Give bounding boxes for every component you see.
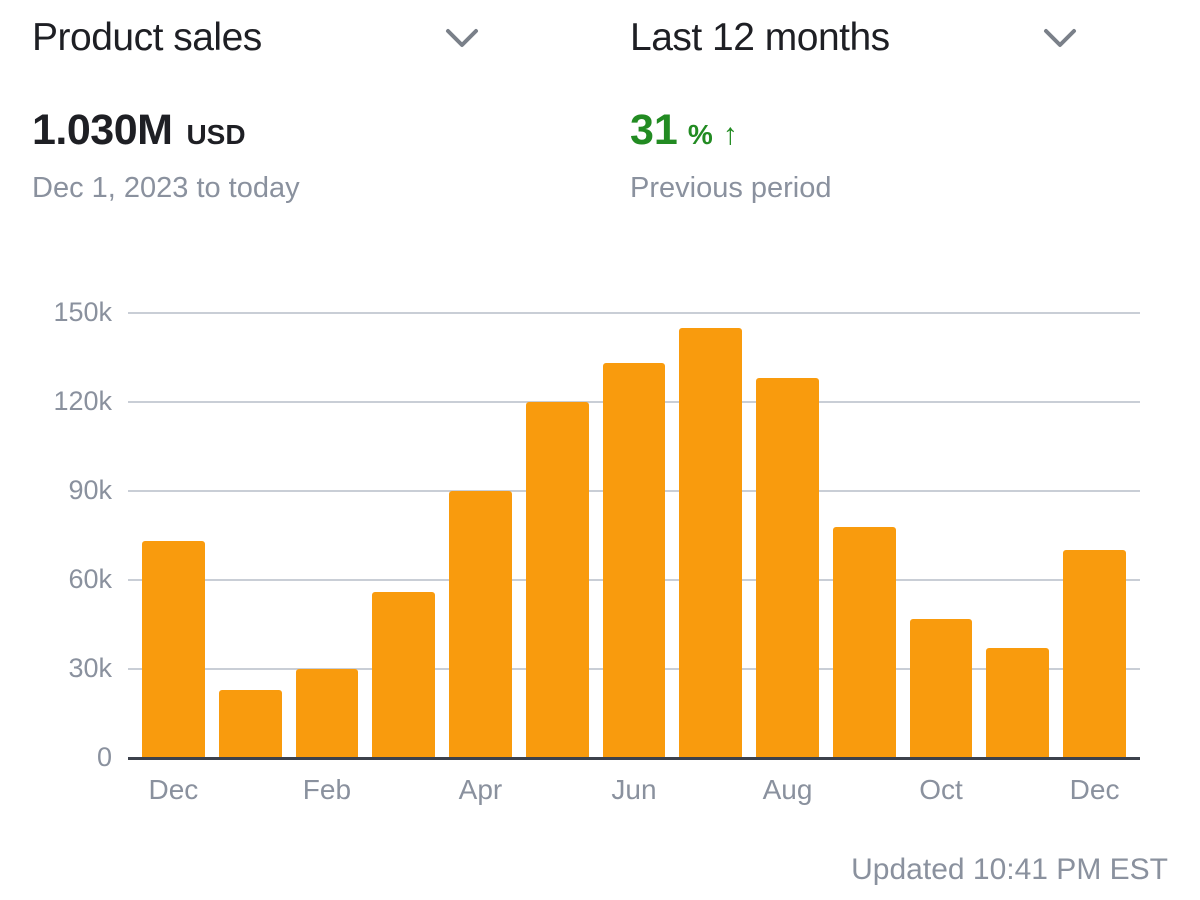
x-axis-labels: Dec Feb Apr Jun Aug Oct Dec [128,774,1140,806]
x-axis-tick-label [679,774,742,806]
x-axis-tick-label [833,774,896,806]
y-axis-tick-label: 90k [68,475,112,505]
bar-dec-12[interactable] [1063,550,1126,758]
plot-area [128,312,1140,760]
x-axis-tick-label: Oct [919,774,963,805]
y-axis: 0 30k 60k 90k 120k 150k [0,297,112,772]
bar-jul-7[interactable] [679,327,743,758]
bar-nov-11[interactable] [986,648,1050,758]
total-sales-value: 1.030M [32,106,173,154]
chevron-down-icon[interactable] [444,26,480,50]
up-arrow-icon: ↑ [722,118,738,151]
bar-feb-2[interactable] [295,669,359,758]
x-axis-tick-label: Aug [762,774,813,805]
x-axis-tick-label [372,774,435,806]
x-axis-tick-label: Dec [1069,774,1120,805]
total-sales-metric: 1.030M USD [32,106,246,155]
period-selector-dropdown[interactable]: Last 12 months [630,16,1078,60]
bar-jan-1[interactable] [218,689,282,758]
x-axis-tick-label: Jun [611,774,657,805]
percent-change-metric: 31 % ↑ [630,106,738,155]
x-axis-tick-label: Dec [148,774,199,805]
bars [128,313,1140,758]
last-updated-text: Updated 10:41 PM EST [851,853,1168,886]
percent-sign: % [687,119,713,150]
bar-oct-10[interactable] [909,618,973,758]
date-range-label: Dec 1, 2023 to today [32,172,300,204]
bar-sep-9[interactable] [832,526,896,758]
x-axis-tick-label [526,774,589,806]
x-axis-tick-label: Feb [302,774,352,805]
y-axis-tick-label: 150k [53,297,112,327]
bar-aug-8[interactable] [756,378,819,758]
bar-mar-3[interactable] [372,591,436,758]
y-axis-tick-label: 30k [68,653,112,683]
gridline [128,312,1140,314]
comparison-label: Previous period [630,172,832,204]
metric-selector-label: Product sales [32,16,262,59]
bar-may-5[interactable] [525,402,589,758]
currency-label: USD [186,119,246,150]
x-axis-baseline [128,757,1140,760]
y-axis-tick-label: 60k [68,564,112,594]
bar-jun-6[interactable] [602,363,666,758]
bar-apr-4[interactable] [449,491,512,758]
chevron-down-icon[interactable] [1042,26,1078,50]
x-axis-tick-label [219,774,282,806]
x-axis-tick-label [986,774,1049,806]
period-selector-label: Last 12 months [630,16,890,59]
metric-selector-dropdown[interactable]: Product sales [32,16,480,60]
y-axis-tick-label: 120k [53,386,112,416]
percent-change-value: 31 [630,106,678,154]
x-axis-tick-label: Apr [458,774,503,805]
y-axis-tick-label: 0 [96,742,112,772]
bar-dec-0[interactable] [142,541,205,758]
